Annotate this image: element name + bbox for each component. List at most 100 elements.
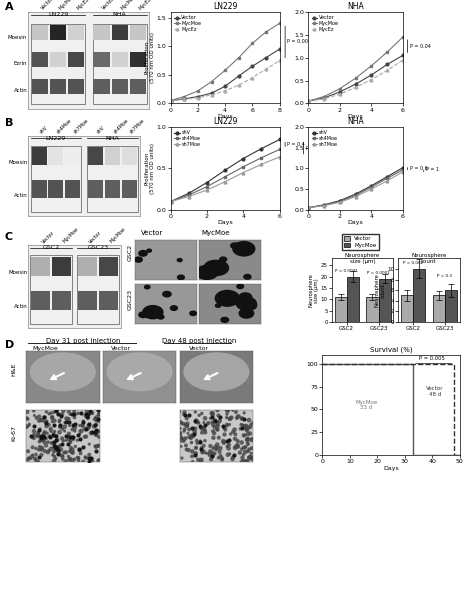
Point	[82, 453, 90, 463]
Point	[31, 454, 39, 463]
Text: NHA: NHA	[113, 12, 127, 17]
Point	[84, 409, 92, 418]
Point	[238, 414, 246, 423]
Legend: shV, sh4Moe, sh7Moe: shV, sh4Moe, sh7Moe	[173, 129, 201, 148]
Point	[238, 438, 246, 447]
sh4Moe	[240, 163, 246, 170]
Point	[191, 417, 199, 426]
Text: P = 0.005: P = 0.005	[419, 356, 445, 361]
Point	[209, 447, 216, 457]
Point	[96, 410, 103, 419]
Point	[245, 453, 253, 462]
sh7Moe	[277, 153, 283, 160]
FancyBboxPatch shape	[50, 25, 66, 40]
Point	[95, 433, 103, 442]
Point	[68, 432, 75, 441]
FancyBboxPatch shape	[122, 147, 137, 165]
MycMoe	[321, 93, 327, 100]
Point	[226, 435, 233, 444]
Point	[59, 454, 67, 464]
Point	[232, 430, 239, 439]
Point	[74, 430, 82, 440]
Point	[229, 427, 237, 437]
Point	[56, 427, 64, 437]
Bar	[401, 296, 413, 322]
Point	[180, 419, 188, 428]
Text: Ezrin: Ezrin	[14, 61, 27, 67]
FancyBboxPatch shape	[31, 291, 50, 310]
Point	[91, 441, 99, 451]
Circle shape	[135, 257, 142, 262]
Point	[184, 428, 192, 438]
MycEz	[209, 91, 214, 98]
Circle shape	[233, 242, 255, 256]
Point	[188, 452, 196, 461]
Point	[50, 431, 57, 440]
Point	[41, 438, 48, 447]
Circle shape	[139, 251, 147, 256]
Point	[29, 450, 36, 460]
FancyBboxPatch shape	[52, 291, 71, 310]
sh7Moe	[353, 193, 358, 200]
Text: D: D	[5, 340, 14, 350]
Point	[24, 446, 32, 456]
Point	[52, 431, 60, 441]
Point	[209, 410, 217, 419]
Point	[216, 412, 224, 421]
Point	[197, 456, 204, 466]
Point	[223, 405, 231, 415]
Point	[47, 439, 55, 448]
Point	[34, 431, 42, 441]
Text: sh7Moe: sh7Moe	[129, 118, 146, 135]
Point	[66, 410, 74, 419]
Point	[23, 413, 30, 423]
Text: Actin: Actin	[14, 304, 27, 309]
Ellipse shape	[30, 352, 96, 391]
Point	[198, 443, 205, 453]
Point	[35, 416, 43, 426]
Text: MycMoe
33 d: MycMoe 33 d	[355, 400, 377, 410]
Text: MycMoe: MycMoe	[32, 346, 58, 351]
Point	[188, 432, 196, 441]
FancyBboxPatch shape	[65, 147, 80, 165]
Vector	[222, 83, 228, 90]
Point	[200, 424, 207, 434]
sh7Moe	[400, 168, 406, 176]
Point	[58, 451, 65, 460]
MycEz	[384, 67, 390, 74]
Point	[71, 407, 78, 416]
Point	[248, 434, 256, 444]
Point	[37, 431, 45, 441]
Point	[45, 420, 53, 430]
Point	[248, 443, 256, 453]
Point	[32, 450, 40, 459]
Point	[200, 418, 208, 427]
Point	[201, 428, 209, 437]
Point	[95, 455, 103, 465]
Bar	[88, 145, 137, 212]
Point	[61, 426, 68, 436]
Point	[76, 434, 83, 443]
Legend: Vector, MycMoe, MycEz: Vector, MycMoe, MycEz	[310, 14, 340, 33]
Point	[61, 422, 69, 431]
Point	[247, 420, 255, 429]
Point	[188, 431, 195, 440]
X-axis label: Days: Days	[347, 114, 364, 119]
Point	[90, 422, 98, 431]
Point	[224, 441, 231, 451]
Point	[234, 442, 242, 452]
Point	[69, 435, 77, 444]
Point	[48, 413, 56, 423]
Point	[60, 406, 67, 415]
X-axis label: Days: Days	[217, 220, 233, 225]
Point	[57, 412, 64, 421]
sh4Moe	[305, 204, 311, 212]
Point	[243, 435, 251, 444]
Point	[53, 431, 60, 441]
Point	[46, 431, 54, 441]
Bar	[30, 255, 72, 324]
MycEz	[337, 90, 343, 98]
Point	[30, 427, 38, 436]
Point	[83, 407, 91, 416]
Point	[220, 423, 228, 433]
